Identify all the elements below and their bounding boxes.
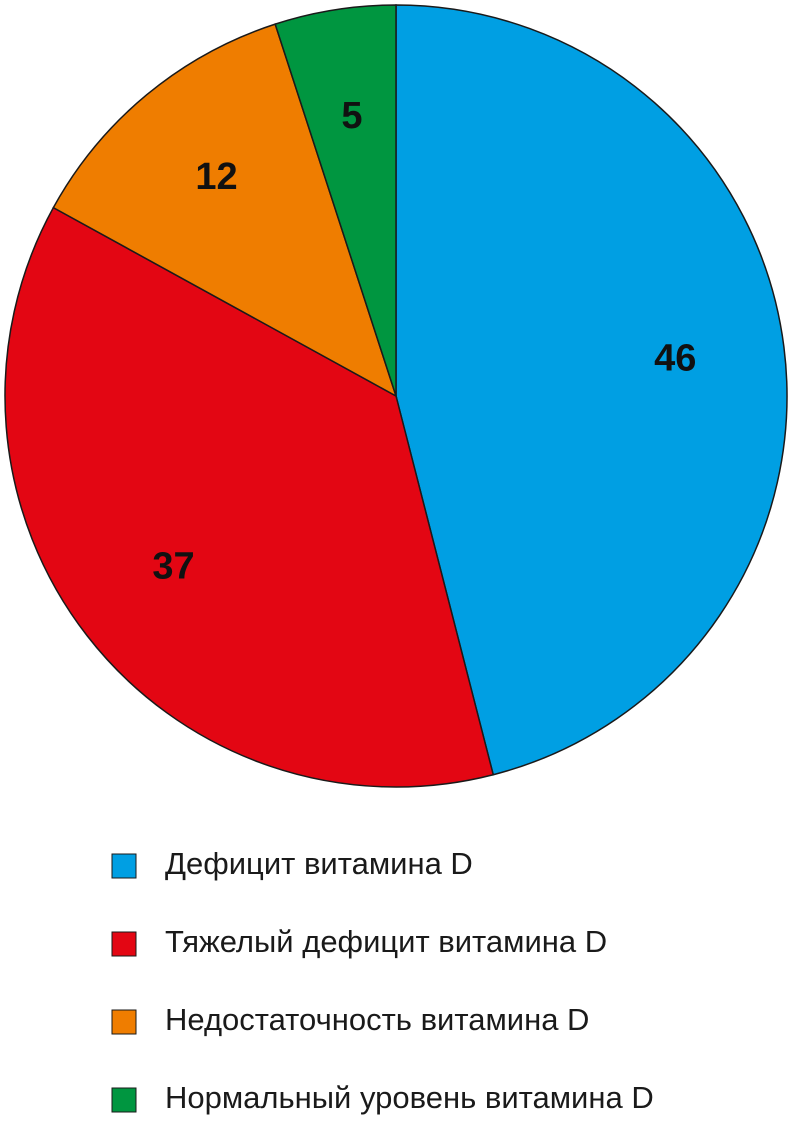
slice-label: 37 <box>152 546 194 588</box>
legend-label: Тяжелый дефицит витамина D <box>165 924 607 959</box>
slice-label: 5 <box>341 95 362 137</box>
pie-slice <box>274 4 397 397</box>
legend-swatch <box>111 1009 137 1035</box>
legend-swatch <box>111 931 137 957</box>
legend-label: Нормальный уровень витамина D <box>165 1080 654 1115</box>
pie-slice <box>52 23 398 398</box>
legend-label: Недостаточность витамина D <box>165 1002 589 1037</box>
pie-slice <box>395 4 788 776</box>
slice-label: 46 <box>654 338 696 380</box>
legend-swatch <box>111 1087 137 1113</box>
pie-slice <box>4 206 495 788</box>
legend-label: Дефицит витамина D <box>165 846 473 881</box>
legend-swatch <box>111 853 137 879</box>
slice-label: 12 <box>195 156 237 198</box>
